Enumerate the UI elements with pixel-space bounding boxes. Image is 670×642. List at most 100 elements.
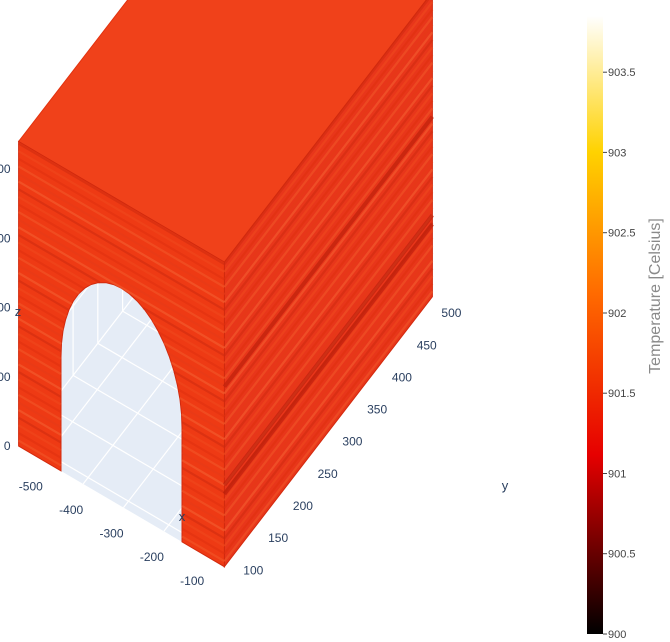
layer-stripe xyxy=(223,260,434,532)
layer-stripe xyxy=(181,428,225,456)
layer-stripe xyxy=(180,405,225,433)
layer-stripe xyxy=(18,150,225,273)
layer-stripe xyxy=(223,282,434,555)
layer-stripe xyxy=(223,54,434,326)
layer-stripe xyxy=(170,361,225,395)
layer-stripe xyxy=(181,474,225,502)
layer-stripe xyxy=(173,370,225,403)
layer-stripe xyxy=(18,226,225,349)
x-tick-label: -200 xyxy=(140,550,164,564)
layer-stripe xyxy=(18,302,64,331)
axis-tick-labels: -500 -400 -300 -200 -100 100 150 200 250 300 350 40… xyxy=(0,162,462,588)
layer-stripe xyxy=(181,497,225,525)
layer-stripe xyxy=(181,489,225,517)
colorbar-tick-label: 901 xyxy=(608,469,626,481)
layer-stripe xyxy=(18,249,85,290)
y-tick-label: 200 xyxy=(293,499,313,513)
layer-stripe xyxy=(18,317,63,345)
x-tick-label: -400 xyxy=(59,503,83,517)
layer-stripe xyxy=(18,363,62,391)
dark-band xyxy=(222,115,434,388)
layer-stripe xyxy=(223,275,434,547)
layer-stripe xyxy=(177,388,225,418)
layer-stripe xyxy=(223,183,434,456)
layer-stripe xyxy=(18,386,62,414)
layer-stripe xyxy=(18,432,62,459)
layer-stripe xyxy=(223,92,434,364)
layer-stripe xyxy=(18,157,225,281)
layer-stripe xyxy=(223,206,434,479)
y-tick-label: 300 xyxy=(342,435,362,449)
layer-stripe xyxy=(223,153,434,425)
layer-stripe xyxy=(18,393,62,421)
z-tick-label: 200 xyxy=(0,301,11,315)
layer-stripe xyxy=(223,1,434,273)
colorbar-tick-label: 903 xyxy=(608,147,626,159)
layer-stripe xyxy=(223,8,434,281)
layer-stripe xyxy=(179,396,225,426)
layer-stripe xyxy=(158,331,225,372)
layer-stripe xyxy=(18,173,225,296)
layer-stripe xyxy=(18,340,62,368)
layer-stripe xyxy=(18,264,76,300)
layer-stripe xyxy=(181,482,225,509)
x-tick-label: -500 xyxy=(19,479,43,493)
layer-stripe xyxy=(223,16,434,288)
layer-stripe xyxy=(223,46,434,319)
layer-stripe xyxy=(18,294,66,324)
layer-stripe xyxy=(18,439,62,467)
layer-stripe xyxy=(18,279,70,312)
layer-stripe xyxy=(223,191,434,463)
layer-stripe xyxy=(18,256,80,295)
layer-stripe xyxy=(18,234,101,284)
layer-stripe xyxy=(223,290,434,562)
z-axis-title: z xyxy=(15,304,22,319)
colorbar-tick-label: 900.5 xyxy=(608,549,636,561)
layer-stripe xyxy=(18,188,225,311)
3d-scene[interactable]: -500 -400 -300 -200 -100 100 150 200 250 300 350 40… xyxy=(0,0,509,588)
y-tick-label: 250 xyxy=(318,467,338,481)
layer-stripe xyxy=(223,84,434,357)
layer-stripe xyxy=(181,512,225,540)
layer-stripe xyxy=(223,0,430,265)
layer-stripe xyxy=(223,39,434,311)
layer-stripe xyxy=(181,527,225,555)
layer-stripe xyxy=(223,130,434,402)
layer-stripe xyxy=(18,333,62,360)
layer-stripe xyxy=(142,307,225,357)
layer-stripe xyxy=(18,218,225,342)
dark-band xyxy=(222,213,434,487)
layer-stripe xyxy=(18,272,73,306)
z-tick-label: 100 xyxy=(0,370,11,384)
layer-stripe xyxy=(181,466,225,494)
layer-stripe xyxy=(223,24,434,296)
y-tick-label: 100 xyxy=(243,563,263,577)
colorbar-tick-label: 900 xyxy=(608,629,626,641)
layer-stripe xyxy=(181,451,225,479)
x-tick-label: -300 xyxy=(99,527,123,541)
layer-stripe xyxy=(223,199,434,471)
layer-stripe xyxy=(181,444,225,471)
layer-stripe xyxy=(223,267,434,539)
layer-stripe xyxy=(18,355,62,383)
z-tick-label: 300 xyxy=(0,231,11,245)
layer-stripe xyxy=(181,504,225,532)
layer-stripe xyxy=(18,424,62,452)
layer-stripe xyxy=(223,69,434,341)
layer-stripe xyxy=(223,123,434,395)
layer-stripe xyxy=(18,401,62,429)
y-tick-label: 150 xyxy=(268,531,288,545)
y-axis-title: y xyxy=(502,478,509,493)
colorbar[interactable]: 900 900.5 901 901.5 902 902.5 903 903.5 Tempera… xyxy=(587,16,664,641)
layer-stripe xyxy=(18,180,225,304)
layer-stripe xyxy=(163,342,225,380)
layer-stripe xyxy=(181,459,225,486)
layer-stripe xyxy=(223,229,434,501)
layer-stripe xyxy=(18,142,225,266)
layer-stripe xyxy=(181,421,225,448)
layer-stripe xyxy=(223,100,434,372)
colorbar-title: Temperature [Celsius] xyxy=(647,218,664,374)
layer-stripe xyxy=(180,413,225,441)
colorbar-tick-label: 903.5 xyxy=(608,67,636,79)
